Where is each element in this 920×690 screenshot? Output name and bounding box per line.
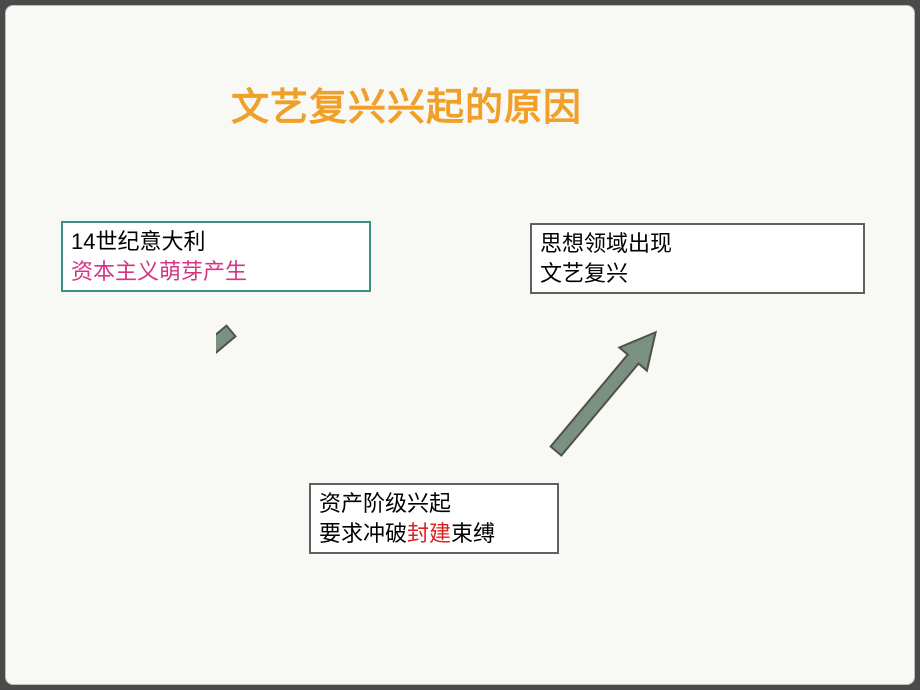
slide-title: 文艺复兴兴起的原因 [231, 76, 582, 131]
box-bottom-line1: 资产阶级兴起 [319, 489, 549, 519]
box-bottom-line2-highlight: 封建 [407, 521, 451, 546]
box-right-line1: 思想领域出现 [540, 229, 855, 259]
slide-frame: 文艺复兴兴起的原因 14世纪意大利 资本主义萌芽产生 思想领域出现 文艺复兴 资… [5, 5, 915, 685]
box-bottom-line2: 要求冲破封建束缚 [319, 519, 549, 549]
box-left-line1: 14世纪意大利 [71, 227, 361, 257]
box-left: 14世纪意大利 资本主义萌芽产生 [61, 221, 371, 292]
box-bottom-line2-pre: 要求冲破 [319, 521, 407, 546]
arrow-bottom-to-right [546, 291, 676, 461]
arrow-left-to-bottom [216, 321, 346, 471]
box-right: 思想领域出现 文艺复兴 [530, 223, 865, 294]
box-bottom-line2-post: 束缚 [451, 521, 495, 546]
box-left-line2: 资本主义萌芽产生 [71, 257, 361, 287]
box-bottom: 资产阶级兴起 要求冲破封建束缚 [309, 483, 559, 554]
box-right-line2: 文艺复兴 [540, 259, 855, 289]
